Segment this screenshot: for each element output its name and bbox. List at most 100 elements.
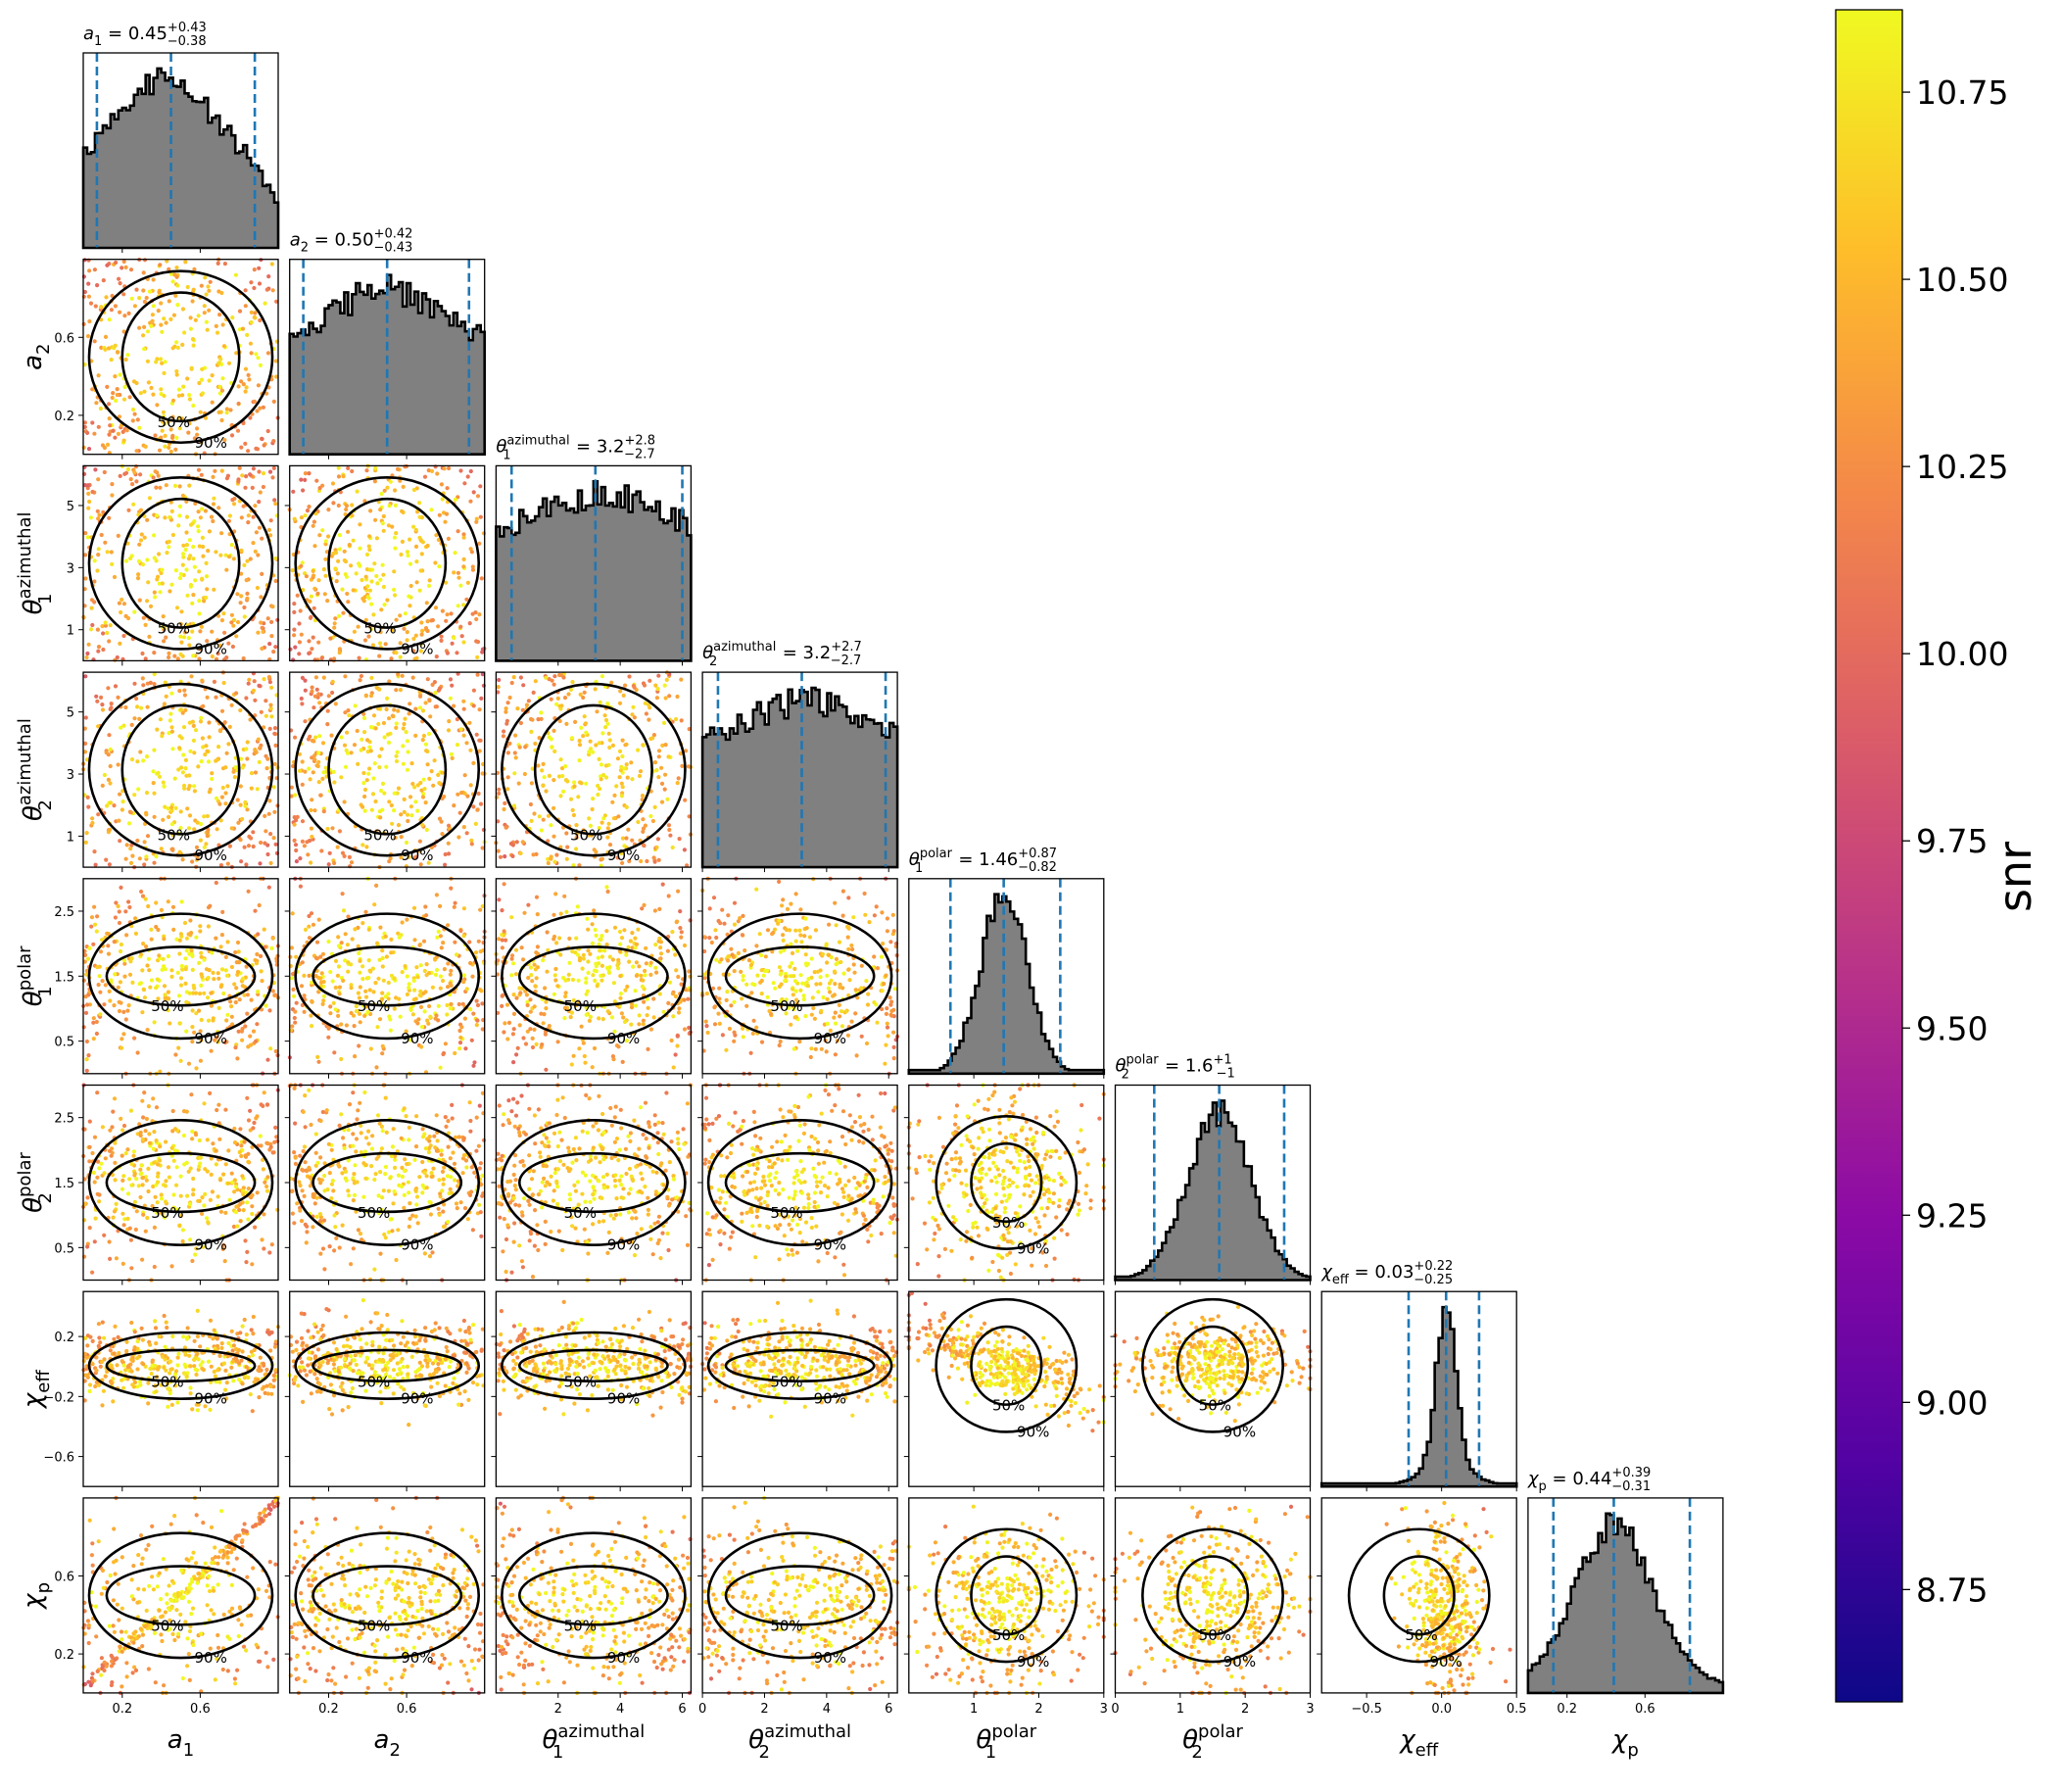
scatter-point: [880, 910, 884, 914]
scatter-point: [360, 578, 363, 582]
scatter-point: [602, 948, 606, 952]
scatter-point: [103, 541, 107, 545]
scatter-point: [475, 733, 479, 737]
scatter-point: [153, 815, 157, 819]
scatter-point: [168, 718, 172, 722]
scatter-point: [399, 688, 403, 692]
scatter-point: [375, 942, 379, 945]
scatter-point: [216, 745, 220, 749]
contour-label-90: 90%: [195, 1030, 227, 1047]
scatter-point: [167, 1165, 170, 1169]
scatter-point: [206, 696, 210, 700]
scatter-point: [209, 788, 213, 792]
scatter-point: [567, 973, 571, 977]
scatter-point: [597, 956, 600, 960]
scatter-point: [167, 446, 170, 450]
scatter-point: [773, 928, 777, 932]
scatter-point: [456, 529, 460, 533]
scatter-point: [298, 769, 302, 773]
scatter-point: [339, 775, 343, 779]
scatter-point: [158, 590, 162, 594]
scatter-point: [292, 602, 296, 605]
scatter-point: [462, 481, 466, 485]
scatter-point: [257, 500, 261, 504]
scatter-point: [794, 892, 798, 896]
scatter-point: [733, 969, 737, 973]
scatter-point: [360, 977, 364, 981]
scatter-point: [258, 747, 262, 751]
scatter-point: [368, 970, 372, 974]
scatter-point: [508, 696, 512, 700]
y-tick-label: 2.5: [54, 905, 74, 920]
scatter-point: [96, 553, 100, 557]
scatter-point: [85, 1195, 89, 1199]
scatter-point: [458, 625, 462, 629]
scatter-point: [739, 970, 743, 974]
scatter-point: [93, 558, 97, 562]
scatter-point: [304, 689, 308, 693]
scatter-point: [157, 290, 161, 294]
scatter-point: [497, 685, 501, 689]
scatter-point: [408, 982, 411, 986]
scatter-point: [230, 826, 234, 830]
scatter-point: [336, 935, 340, 939]
scatter-point: [457, 1002, 461, 1006]
scatter-point: [458, 584, 462, 588]
scatter-point: [784, 975, 788, 979]
scatter-point: [534, 950, 538, 954]
scatter-point: [272, 836, 276, 840]
scatter-point: [424, 701, 428, 704]
scatter-point: [188, 750, 192, 753]
scatter-point: [846, 896, 850, 899]
scatter-point: [108, 862, 112, 866]
scatter-point: [221, 786, 225, 790]
scatter-point: [816, 970, 820, 974]
scatter-point: [221, 1173, 225, 1177]
scatter-point: [401, 970, 405, 974]
scatter-point: [137, 717, 141, 721]
scatter-point: [191, 557, 195, 560]
scatter-point: [141, 333, 145, 337]
scatter-point: [146, 705, 150, 709]
scatter-point: [305, 840, 309, 844]
scatter-point: [303, 1093, 307, 1097]
scatter-point: [595, 934, 599, 938]
scatter-point: [390, 525, 394, 529]
scatter-point: [343, 550, 347, 554]
scatter-point: [95, 568, 99, 572]
scatter-point: [412, 906, 416, 910]
scatter-point: [478, 749, 482, 752]
scatter-point: [584, 977, 588, 981]
scatter-point: [239, 1154, 243, 1158]
scatter-point: [210, 1173, 214, 1177]
scatter-point: [449, 1006, 453, 1010]
scatter-point: [113, 1209, 117, 1213]
scatter-point: [371, 792, 375, 796]
scatter-point: [220, 618, 224, 622]
scatter-point: [420, 1025, 424, 1029]
scatter-point: [259, 841, 263, 845]
scatter-point: [191, 968, 195, 972]
scatter-point: [124, 266, 128, 269]
scatter-point: [181, 307, 185, 311]
scatter-point: [616, 958, 620, 962]
scatter-point: [250, 1212, 254, 1216]
scatter-point: [138, 856, 142, 860]
scatter-point: [323, 592, 327, 596]
scatter-point: [417, 501, 421, 505]
scatter-point: [395, 721, 399, 725]
scatter-point: [373, 799, 377, 803]
scatter-point: [160, 734, 164, 738]
scatter-point: [307, 505, 311, 509]
scatter-point: [867, 920, 871, 924]
scatter-point: [833, 993, 837, 996]
scatter-point: [192, 827, 196, 831]
scatter-point: [156, 978, 160, 982]
scatter-point: [504, 826, 508, 830]
scatter-point: [87, 1159, 91, 1163]
scatter-point: [758, 932, 762, 936]
scatter-point: [178, 505, 182, 509]
scatter-point: [376, 977, 380, 981]
scatter-point: [649, 1028, 653, 1032]
scatter-point: [530, 979, 534, 983]
